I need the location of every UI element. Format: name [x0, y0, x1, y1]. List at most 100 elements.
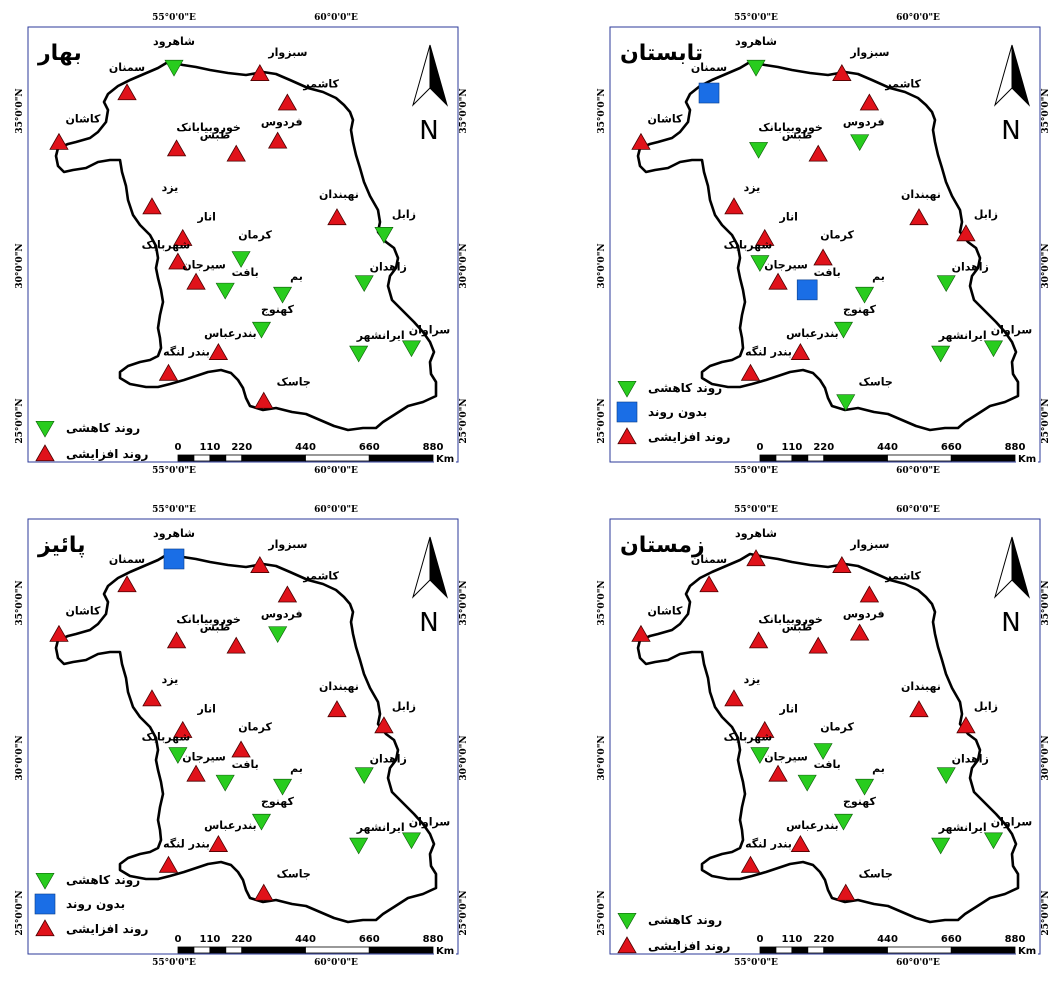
red-triangle-up-icon	[327, 208, 347, 226]
red-triangle-up-icon	[808, 636, 828, 654]
green-triangle-down-icon	[931, 837, 951, 855]
map-svg: 55°0'0"E 60°0'0"E 55°0'0"E 60°0'0"E 35°0'0"N…	[15, 13, 469, 476]
station-label: زابل	[974, 208, 998, 221]
station-baft: بافت	[215, 758, 259, 792]
station-label: کهنوج	[843, 795, 877, 809]
legend-label-increase: روند افزایشی	[66, 447, 148, 462]
station-label: یزد	[744, 181, 761, 194]
station-label: انار	[197, 703, 216, 716]
station-iranshahr: ایرانشهر	[931, 329, 987, 363]
scale-bar-tick-label: 220	[231, 442, 252, 453]
station-zabol: زابل	[956, 208, 998, 242]
north-arrow-icon: N	[411, 44, 449, 146]
station-kashan: کاشان	[631, 113, 683, 150]
station-kahnooj: کهنوج	[833, 303, 877, 339]
red-triangle-up-icon	[746, 549, 766, 567]
scale-bar-tick-label: 880	[423, 934, 444, 945]
green-triangle-down-icon	[936, 275, 956, 293]
north-letter: N	[1001, 608, 1020, 638]
station-tabas: طبس	[782, 128, 828, 162]
station-baft: بافت	[796, 266, 841, 301]
station-kashmar: کاشمر	[277, 569, 340, 603]
station-ferdows: فردوس	[261, 115, 303, 149]
station-nehbandan: نهبندان	[319, 188, 359, 226]
latitude-label-left: 30°0'0"N	[597, 735, 607, 780]
station-jask: جاسک	[836, 375, 893, 412]
station-semnan: سمنان	[109, 553, 145, 593]
station-bandarabbas: بندرعباس	[204, 819, 257, 852]
study-region-outline	[54, 552, 438, 924]
latitude-label-left: 35°0'0"N	[15, 580, 25, 625]
scale-bar-tick-label: 220	[813, 934, 834, 945]
legend-label-notrend: بدون روند	[66, 897, 125, 912]
green-triangle-down-icon	[273, 778, 293, 796]
legend: روند کاهشی روند افزایشی	[617, 912, 730, 954]
legend-label-increase: روند افزایشی	[66, 922, 148, 937]
red-triangle-up-icon	[186, 764, 206, 782]
station-label: شهربابک	[724, 238, 773, 251]
station-kashan: کاشان	[49, 113, 101, 150]
green-triangle-down-icon	[936, 767, 956, 785]
station-label: نهبندان	[901, 680, 941, 693]
station-label: زاهدان	[370, 260, 407, 273]
station-label: بندرعباس	[786, 819, 839, 832]
green-triangle-down-icon	[833, 321, 853, 339]
station-label: نهبندان	[319, 680, 359, 693]
station-label: زاهدان	[952, 260, 989, 273]
station-label: بندر لنگه	[163, 838, 210, 851]
scale-bar-tick-label: 110	[781, 442, 802, 453]
station-label: زاهدان	[370, 752, 407, 765]
station-label: جاسک	[859, 867, 893, 880]
green-triangle-down-icon	[750, 255, 770, 272]
green-triangle-down-icon	[401, 832, 422, 850]
station-label: بندر لنگه	[163, 346, 210, 359]
map-frame	[27, 518, 459, 955]
red-triangle-up-icon	[859, 585, 880, 603]
station-ferdows: فردوس	[843, 607, 885, 641]
station-nehbandan: نهبندان	[901, 188, 941, 226]
red-triangle-up-icon	[909, 700, 929, 718]
red-triangle-up-icon	[740, 363, 761, 381]
station-label: یزد	[162, 181, 179, 194]
station-label: نهبندان	[901, 188, 941, 201]
red-triangle-up-icon	[186, 272, 206, 290]
station-label: کرمان	[238, 720, 272, 733]
green-triangle-down-icon	[349, 837, 369, 855]
station-bam: بم	[273, 762, 303, 796]
station-label: زابل	[392, 700, 416, 713]
green-triangle-down-icon	[617, 912, 637, 930]
station-kahnooj: کهنوج	[251, 303, 295, 339]
red-triangle-up-icon	[208, 834, 229, 852]
station-semnan: سمنان	[691, 61, 727, 104]
green-triangle-down-icon	[164, 59, 184, 77]
red-triangle-up-icon	[35, 919, 55, 937]
red-triangle-up-icon	[740, 855, 761, 873]
scale-bar-unit: Km	[436, 454, 454, 465]
station-label: خوروبیابانک	[758, 121, 822, 134]
green-triangle-down-icon	[268, 626, 288, 643]
station-sabzevar: سبزوار	[832, 538, 889, 573]
station-label: شهربابک	[142, 238, 191, 251]
scale-bar-tick-label: 110	[199, 934, 220, 945]
scale-bar-tick-label: 660	[359, 442, 380, 453]
map-frame	[27, 26, 459, 463]
station-label: سبزوار	[267, 46, 307, 59]
longitude-label-bottom: 60°0'0"E	[314, 466, 358, 476]
map-frame	[609, 26, 1041, 463]
station-tabas: طبس	[200, 128, 246, 162]
red-triangle-up-icon	[250, 63, 270, 81]
station-bandarabbas: بندرعباس	[204, 327, 257, 360]
map-frame	[609, 518, 1041, 955]
red-triangle-up-icon	[699, 575, 719, 593]
green-triangle-down-icon	[749, 142, 769, 159]
longitude-label-bottom: 55°0'0"E	[734, 958, 778, 968]
station-bandarlengeh: بندر لنگه	[740, 346, 792, 381]
station-saravan: سراوان	[983, 324, 1032, 358]
station-zabol: زابل	[374, 700, 416, 734]
station-label: سیرجان	[182, 750, 226, 763]
red-triangle-up-icon	[836, 883, 856, 901]
legend: روند کاهشی روند افزایشی	[35, 420, 148, 462]
station-anar: انار	[755, 211, 798, 246]
longitude-label-bottom: 60°0'0"E	[896, 958, 940, 968]
